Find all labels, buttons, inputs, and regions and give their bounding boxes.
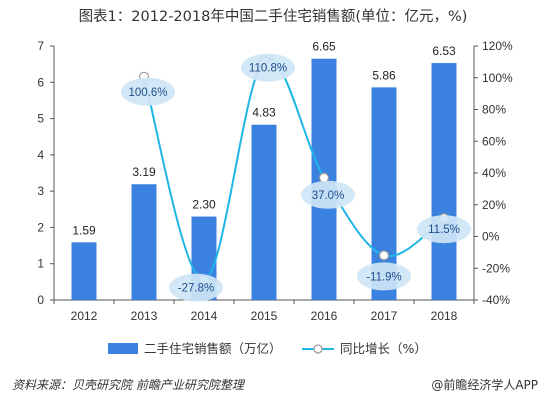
- right-axis-tick-label: 80%: [482, 103, 506, 117]
- right-axis-tick-label: 100%: [482, 71, 513, 85]
- bar-value-label: 6.65: [312, 40, 336, 54]
- left-axis-tick-label: 1: [37, 257, 44, 271]
- right-axis-tick-label: 0%: [482, 230, 500, 244]
- growth-bubble: [241, 53, 295, 82]
- legend-bar-label: 二手住宅销售额（万亿）: [144, 341, 282, 356]
- right-axis-tick-label: 20%: [482, 198, 506, 212]
- x-axis-tick-label: 2013: [131, 309, 158, 323]
- growth-value-label: 110.8%: [249, 63, 287, 75]
- right-axis-tick-label: -40%: [482, 293, 510, 307]
- right-axis-tick-label: 60%: [482, 134, 506, 148]
- growth-value-label: 11.5%: [428, 224, 460, 236]
- legend-line-marker: [313, 344, 323, 354]
- legend-line-label: 同比增长（%）: [340, 341, 427, 356]
- brand-label: @前瞻经济学人APP: [431, 378, 538, 392]
- x-axis-tick-label: 2015: [251, 309, 278, 323]
- bar-2015: [251, 124, 277, 301]
- left-axis-tick-label: 6: [37, 75, 44, 89]
- bar-2012: [71, 242, 97, 300]
- left-axis-tick-label: 0: [37, 293, 44, 307]
- left-axis-tick-label: 3: [37, 184, 44, 198]
- left-axis-tick-label: 5: [37, 112, 44, 126]
- bar-2018: [431, 63, 457, 300]
- left-axis-tick-label: 7: [37, 39, 44, 53]
- growth-bubble: [417, 215, 471, 244]
- bar-value-label: 1.59: [72, 223, 96, 237]
- right-axis-tick-label: 120%: [482, 39, 513, 53]
- bar-value-label: 3.19: [132, 165, 156, 179]
- right-axis-tick-label: 40%: [482, 166, 506, 180]
- growth-bubble: [169, 273, 223, 302]
- bar-value-label: 2.30: [192, 198, 216, 212]
- right-axis-tick-label: -20%: [482, 261, 510, 275]
- growth-value-label: -11.9%: [366, 271, 402, 283]
- growth-marker-2017: [378, 250, 390, 261]
- left-axis-tick-label: 2: [37, 220, 44, 234]
- growth-bubble: [357, 262, 411, 291]
- growth-bubble: [301, 180, 355, 209]
- x-axis-tick-label: 2017: [371, 309, 398, 323]
- growth-value-label: 100.6%: [128, 87, 167, 99]
- x-axis-tick-label: 2014: [191, 309, 218, 323]
- bar-value-label: 6.53: [432, 44, 456, 58]
- x-axis-tick-label: 2016: [311, 309, 338, 323]
- growth-value-label: 37.0%: [312, 190, 345, 202]
- growth-value-label: -27.8%: [178, 283, 214, 295]
- left-axis-tick-label: 4: [37, 148, 44, 162]
- legend-bar-swatch: [108, 343, 138, 354]
- bar-2013: [131, 184, 157, 300]
- x-axis-tick-label: 2018: [431, 309, 458, 323]
- growth-line: [143, 57, 445, 282]
- bar-value-label: 4.83: [252, 106, 276, 120]
- chart-title: 图表1：2012-2018年中国二手住宅销售额(单位：亿元，%): [78, 9, 468, 25]
- growth-bubble: [121, 77, 175, 106]
- bar-value-label: 5.86: [372, 68, 396, 82]
- x-axis-tick-label: 2012: [71, 309, 98, 323]
- source-note: 资料来源：贝壳研究院 前瞻产业研究院整理: [12, 378, 244, 392]
